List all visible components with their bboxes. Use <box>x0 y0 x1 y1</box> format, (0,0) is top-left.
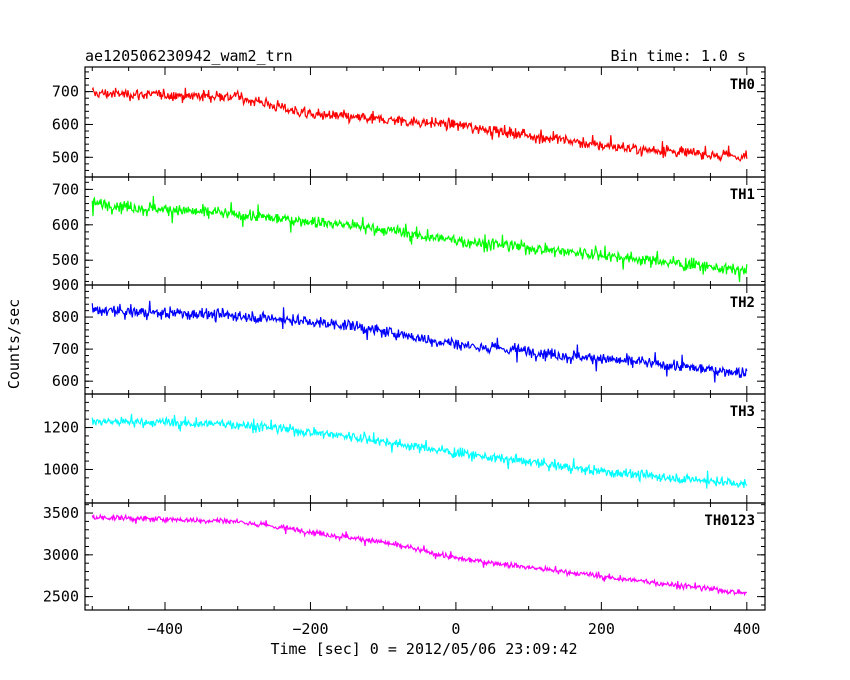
panel-th0: 500 600 700 TH0 <box>52 66 766 178</box>
y-tick-label: 600 <box>52 115 79 133</box>
chart-title: ae120506230942_wam2_trn <box>85 47 293 65</box>
panel-frame <box>84 502 766 611</box>
series-line-th2 <box>91 300 748 383</box>
y-tick-label: 700 <box>52 83 79 101</box>
panel-label-th0123: TH0123 <box>704 513 755 529</box>
y-tick-label: 500 <box>52 148 79 166</box>
x-tick-label: −400 <box>147 620 183 638</box>
y-tick-label: 700 <box>52 180 79 198</box>
panel-th2: 600 700 800 900 TH2 <box>52 276 766 395</box>
x-tick-label: 200 <box>588 620 615 638</box>
y-tick-label: 800 <box>52 308 79 326</box>
panel-th0123: 2500 3000 3500 TH0123 <box>43 502 766 611</box>
series-line-th3 <box>91 413 748 489</box>
series-line-th0123 <box>91 513 748 597</box>
y-tick-label: 600 <box>52 372 79 390</box>
y-tick-label: 700 <box>52 340 79 358</box>
panel-frame <box>84 176 766 286</box>
x-tick-label: 0 <box>451 620 460 638</box>
y-tick-label: 3000 <box>43 546 79 564</box>
y-axis-label: Counts/sec <box>5 299 23 389</box>
series-line-th1 <box>91 196 748 283</box>
panel-th1: 500 600 700 TH1 <box>52 176 766 286</box>
panel-label-th2: TH2 <box>730 295 755 311</box>
y-tick-label: 2500 <box>43 588 79 606</box>
panel-label-th0: TH0 <box>730 77 755 93</box>
series-line-th0 <box>91 86 748 163</box>
x-tick-label: 400 <box>733 620 760 638</box>
y-tick-label: 3500 <box>43 504 79 522</box>
bin-time-label: Bin time: 1.0 s <box>611 47 746 65</box>
y-tick-label: 1200 <box>43 419 79 437</box>
y-tick-label: 900 <box>52 276 79 294</box>
panel-label-th1: TH1 <box>730 187 755 203</box>
panel-label-th3: TH3 <box>730 404 755 420</box>
x-axis-label: Time [sec] 0 = 2012/05/06 23:09:42 <box>270 640 577 658</box>
panel-th3: 1000 1200 TH3 <box>43 393 766 504</box>
panels-group: 500 600 700 TH0 500 600 700 TH1 600 700 800 900 TH2 1… <box>43 66 766 638</box>
y-tick-label: 500 <box>52 251 79 269</box>
x-tick-label: −200 <box>292 620 328 638</box>
y-tick-label: 1000 <box>43 460 79 478</box>
y-tick-label: 600 <box>52 216 79 234</box>
